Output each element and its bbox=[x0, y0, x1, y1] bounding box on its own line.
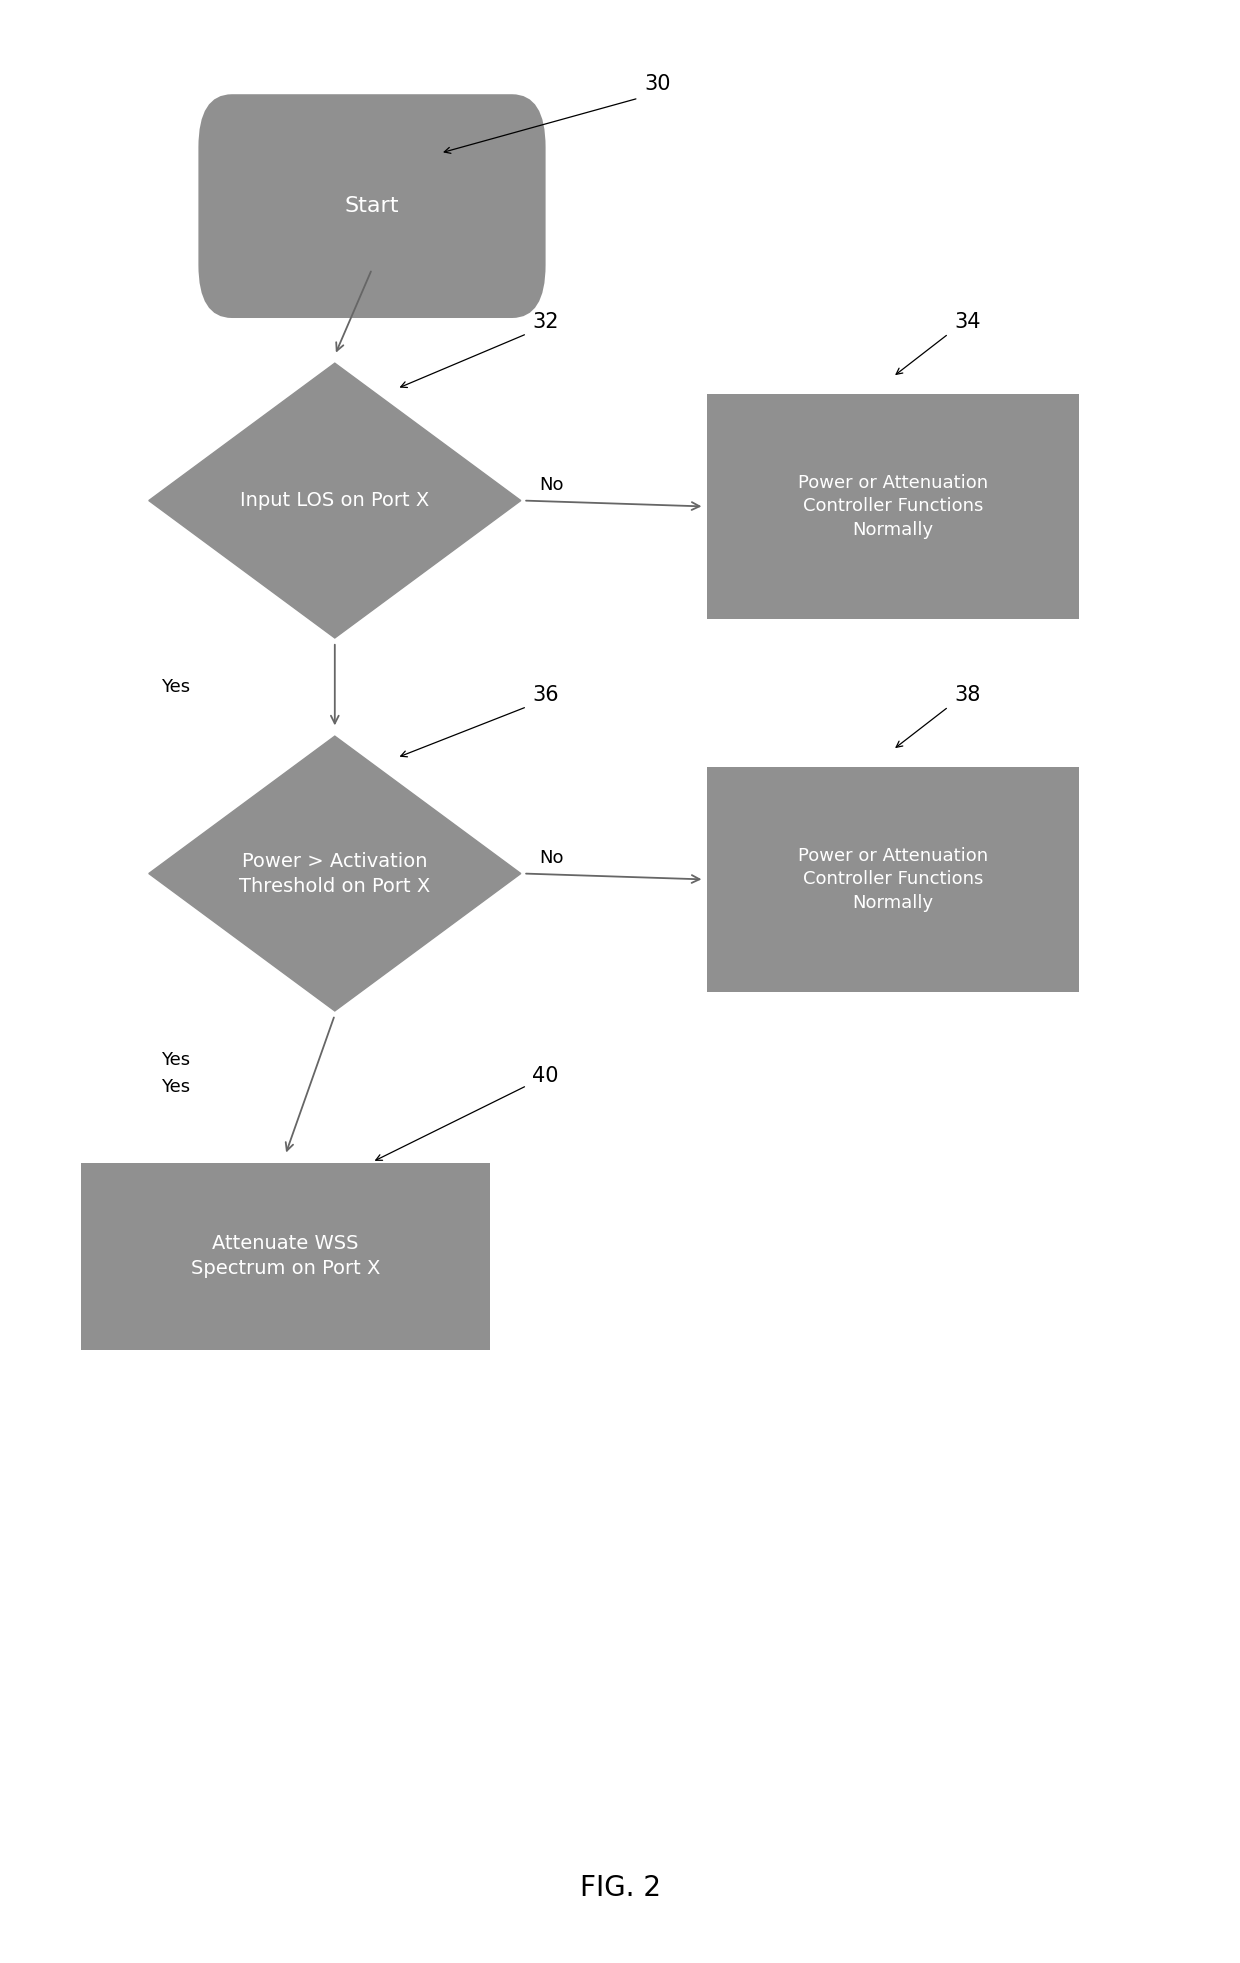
Text: Power > Activation
Threshold on Port X: Power > Activation Threshold on Port X bbox=[239, 852, 430, 895]
Text: No: No bbox=[539, 848, 564, 868]
Text: 32: 32 bbox=[532, 312, 559, 332]
Text: Yes: Yes bbox=[161, 1050, 190, 1070]
Text: 34: 34 bbox=[954, 312, 981, 332]
Text: Attenuate WSS
Spectrum on Port X: Attenuate WSS Spectrum on Port X bbox=[191, 1235, 379, 1278]
Text: Power or Attenuation
Controller Functions
Normally: Power or Attenuation Controller Function… bbox=[797, 473, 988, 540]
Text: Yes: Yes bbox=[161, 1078, 190, 1095]
Text: No: No bbox=[539, 475, 564, 495]
Text: 38: 38 bbox=[954, 685, 981, 705]
Text: 36: 36 bbox=[532, 685, 559, 705]
Polygon shape bbox=[149, 736, 521, 1011]
Text: Yes: Yes bbox=[161, 677, 190, 697]
Bar bbox=[707, 393, 1079, 620]
Text: 30: 30 bbox=[644, 75, 671, 94]
Text: Power or Attenuation
Controller Functions
Normally: Power or Attenuation Controller Function… bbox=[797, 846, 988, 913]
Text: FIG. 2: FIG. 2 bbox=[579, 1875, 661, 1902]
Bar bbox=[707, 768, 1079, 991]
Polygon shape bbox=[149, 363, 521, 638]
Bar bbox=[81, 1162, 490, 1351]
Text: 40: 40 bbox=[532, 1066, 559, 1086]
Text: Input LOS on Port X: Input LOS on Port X bbox=[241, 491, 429, 510]
Text: Start: Start bbox=[345, 196, 399, 216]
FancyBboxPatch shape bbox=[198, 94, 546, 318]
